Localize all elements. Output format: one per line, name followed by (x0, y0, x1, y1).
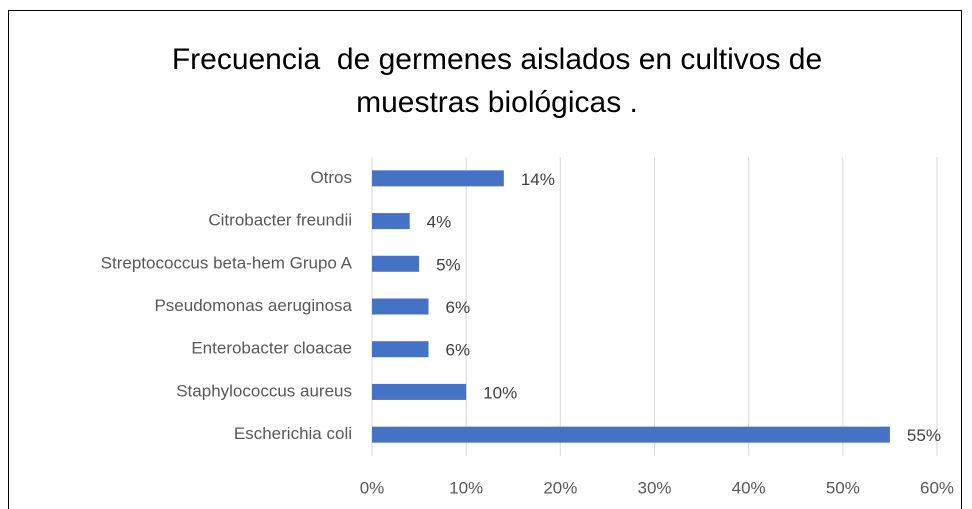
bar (372, 213, 410, 230)
data-label: 10% (483, 383, 517, 402)
data-label: 5% (436, 255, 461, 274)
bar (372, 426, 890, 443)
y-tick-label: Staphylococcus aureus (176, 381, 352, 400)
chart-title: Frecuencia de germenes aislados en culti… (171, 43, 831, 119)
y-tick-label: Citrobacter freundii (208, 211, 352, 230)
bar (372, 341, 429, 358)
bar (372, 383, 467, 400)
x-tick-label: 0% (360, 478, 385, 497)
x-tick-label: 30% (637, 478, 671, 497)
y-tick-label: Streptococcus beta-hem Grupo A (101, 253, 353, 272)
x-tick-label: 10% (449, 478, 483, 497)
bar (372, 298, 429, 315)
x-tick-label: 50% (826, 478, 860, 497)
y-tick-label: Escherichia coli (234, 424, 352, 443)
data-label: 14% (521, 170, 555, 189)
data-label: 6% (446, 298, 471, 317)
data-label: 4% (427, 213, 452, 232)
y-tick-label: Otros (310, 168, 352, 187)
chart-border (8, 10, 962, 509)
y-tick-label: Enterobacter cloacae (191, 339, 352, 358)
bar (372, 255, 420, 272)
bar (372, 170, 504, 187)
x-tick-label: 20% (543, 478, 577, 497)
data-label: 6% (446, 341, 471, 360)
y-tick-label: Pseudomonas aeruginosa (154, 296, 352, 315)
data-label: 55% (907, 426, 941, 445)
x-tick-label: 60% (920, 478, 954, 497)
x-tick-label: 40% (732, 478, 766, 497)
